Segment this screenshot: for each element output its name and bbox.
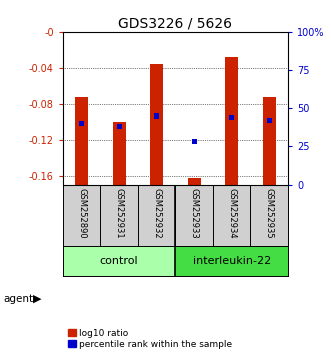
Text: ▶: ▶ [33,294,42,304]
Text: interleukin-22: interleukin-22 [193,256,271,266]
Bar [229,115,234,120]
Bar [150,64,163,184]
Legend: log10 ratio, percentile rank within the sample: log10 ratio, percentile rank within the … [68,328,233,349]
Bar [262,97,276,184]
Bar [154,113,159,119]
Bar [225,57,238,184]
Bar [75,97,88,184]
Text: GSM252933: GSM252933 [190,188,199,238]
Text: GSM252934: GSM252934 [227,188,236,238]
Bar [175,246,288,276]
Bar [117,124,121,129]
Bar [188,178,201,184]
Text: agent: agent [3,294,33,304]
Text: GSM252935: GSM252935 [265,188,274,238]
Bar [192,139,197,144]
Text: control: control [100,256,138,266]
Text: GSM252932: GSM252932 [152,188,161,238]
Title: GDS3226 / 5626: GDS3226 / 5626 [118,17,232,31]
Text: GSM252890: GSM252890 [77,188,86,238]
Bar [63,246,175,276]
Bar [267,118,272,123]
Bar [113,122,126,184]
Text: GSM252931: GSM252931 [115,188,124,238]
Bar [79,121,84,126]
